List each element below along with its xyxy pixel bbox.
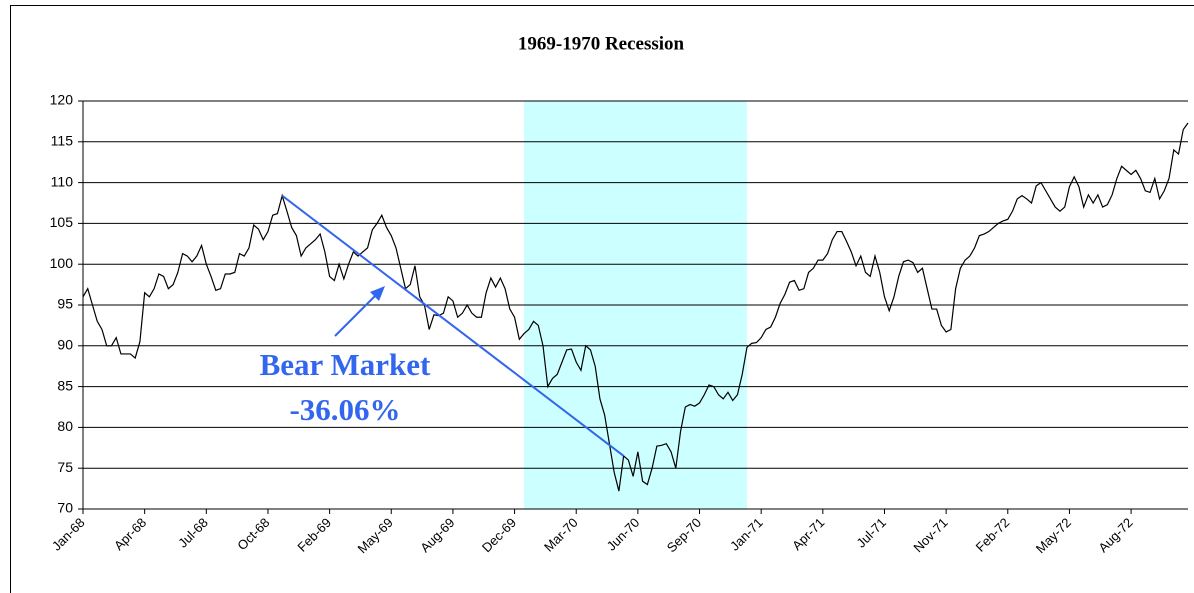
y-tick-label: 80 xyxy=(57,418,73,434)
data-line xyxy=(82,122,1189,492)
y-tick-label: 105 xyxy=(50,214,74,230)
y-tick-label: 100 xyxy=(50,255,74,271)
y-tick-label: 95 xyxy=(57,296,73,312)
arrow-head xyxy=(370,286,385,301)
y-tick-label: 85 xyxy=(57,377,73,393)
y-tick-label: 115 xyxy=(51,133,74,149)
arrow-shaft xyxy=(334,294,377,337)
annotation-text: Bear Market xyxy=(260,347,431,382)
y-tick-label: 70 xyxy=(57,500,73,516)
chart-title: 1969-1970 Recession xyxy=(518,33,685,54)
annotation-text: -36.06% xyxy=(289,392,400,427)
y-tick-label: 110 xyxy=(51,173,74,189)
y-tick-label: 90 xyxy=(57,337,73,353)
bear-market-line xyxy=(281,194,625,457)
y-tick-label: 120 xyxy=(50,92,74,108)
y-tick-label: 75 xyxy=(57,459,73,475)
